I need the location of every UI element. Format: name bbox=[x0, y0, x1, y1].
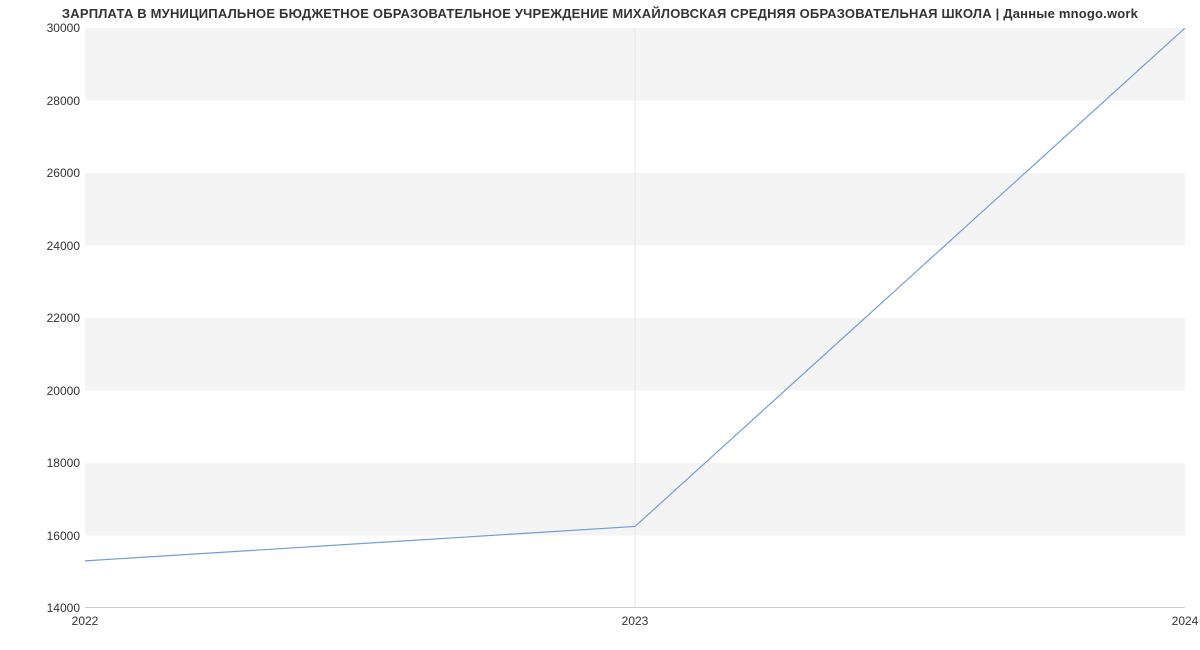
chart-svg bbox=[85, 28, 1185, 608]
y-tick-label: 28000 bbox=[10, 94, 80, 108]
y-tick-label: 18000 bbox=[10, 456, 80, 470]
chart-container: ЗАРПЛАТА В МУНИЦИПАЛЬНОЕ БЮДЖЕТНОЕ ОБРАЗ… bbox=[0, 0, 1200, 650]
y-tick-label: 24000 bbox=[10, 239, 80, 253]
plot-area bbox=[85, 28, 1185, 608]
x-tick-label: 2022 bbox=[72, 614, 99, 628]
y-tick-label: 22000 bbox=[10, 311, 80, 325]
y-tick-label: 14000 bbox=[10, 601, 80, 615]
y-tick-label: 20000 bbox=[10, 384, 80, 398]
x-tick-label: 2023 bbox=[622, 614, 649, 628]
y-tick-label: 16000 bbox=[10, 529, 80, 543]
chart-title: ЗАРПЛАТА В МУНИЦИПАЛЬНОЕ БЮДЖЕТНОЕ ОБРАЗ… bbox=[0, 6, 1200, 21]
y-tick-label: 30000 bbox=[10, 21, 80, 35]
x-tick-label: 2024 bbox=[1172, 614, 1199, 628]
y-tick-label: 26000 bbox=[10, 166, 80, 180]
